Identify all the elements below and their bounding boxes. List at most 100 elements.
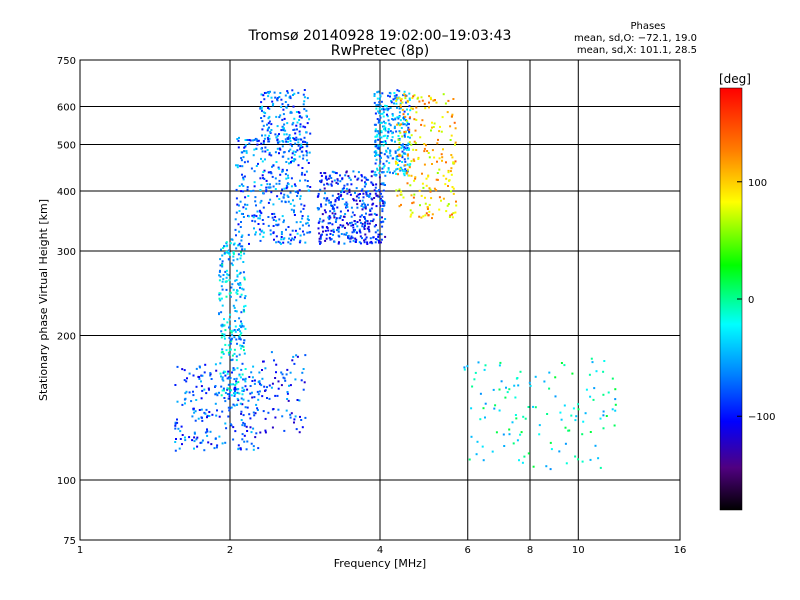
data-point: [341, 225, 344, 228]
data-point: [403, 93, 406, 96]
data-point: [373, 95, 376, 97]
data-point: [240, 190, 243, 193]
data-point: [442, 148, 444, 151]
data-point: [239, 257, 242, 260]
data-point: [204, 363, 207, 366]
data-point: [225, 288, 228, 291]
data-point: [381, 210, 384, 213]
data-point: [275, 136, 278, 139]
data-point: [232, 251, 235, 254]
data-point: [240, 322, 243, 325]
data-point: [278, 218, 281, 221]
data-point: [222, 247, 225, 249]
data-point: [261, 160, 264, 163]
data-point: [374, 231, 377, 234]
data-point: [394, 151, 397, 154]
data-point: [221, 263, 224, 266]
data-point: [431, 163, 433, 165]
data-point: [327, 177, 330, 180]
data-point: [274, 188, 277, 190]
data-point: [412, 95, 415, 98]
data-point: [267, 138, 270, 141]
data-point: [325, 233, 328, 236]
data-point: [220, 394, 223, 397]
data-point: [242, 345, 245, 348]
data-point: [244, 196, 247, 199]
data-point: [419, 204, 421, 207]
data-point: [402, 94, 405, 97]
data-point: [206, 428, 208, 431]
data-point: [236, 403, 239, 406]
data-point: [234, 390, 236, 393]
data-point: [400, 193, 403, 196]
data-point: [204, 431, 207, 434]
data-point: [274, 177, 277, 180]
data-point: [236, 275, 239, 278]
data-point: [298, 189, 301, 192]
data-point: [278, 198, 281, 200]
data-point: [227, 258, 230, 261]
data-point: [292, 94, 294, 96]
data-point: [354, 175, 357, 178]
data-point: [293, 421, 295, 424]
data-point: [300, 419, 303, 421]
data-point: [279, 173, 282, 176]
data-point: [330, 183, 333, 186]
data-point: [368, 222, 371, 225]
data-point: [343, 191, 346, 193]
data-point: [259, 233, 262, 236]
data-point: [328, 218, 331, 221]
data-point: [306, 185, 309, 188]
data-point: [380, 238, 383, 241]
data-point: [339, 195, 342, 198]
data-point: [339, 224, 342, 227]
data-point: [379, 216, 382, 219]
data-point: [436, 160, 438, 163]
data-point: [393, 92, 396, 94]
data-point: [402, 172, 405, 175]
data-point: [320, 174, 323, 177]
data-point: [390, 101, 393, 104]
data-point: [249, 392, 252, 395]
data-point: [236, 166, 239, 169]
data-point: [384, 134, 387, 137]
data-point: [257, 162, 259, 165]
data-point: [327, 222, 330, 225]
data-point: [223, 337, 226, 340]
data-point: [382, 166, 385, 169]
data-point: [520, 431, 523, 434]
data-point: [399, 166, 402, 169]
data-point: [560, 418, 563, 421]
data-point: [367, 225, 370, 228]
data-point: [289, 140, 292, 142]
data-point: [293, 158, 296, 160]
data-point: [262, 141, 265, 144]
data-point: [261, 120, 264, 123]
data-point: [272, 218, 275, 221]
data-point: [283, 377, 286, 380]
data-point: [595, 370, 598, 373]
data-point: [379, 144, 382, 147]
data-point: [371, 182, 374, 185]
data-point: [191, 415, 194, 418]
data-point: [493, 407, 496, 410]
data-point: [374, 162, 377, 165]
data-point: [203, 449, 206, 452]
data-point: [274, 96, 277, 99]
data-point: [232, 255, 235, 258]
data-point: [445, 177, 448, 180]
data-point: [284, 138, 287, 141]
data-point: [230, 383, 233, 386]
data-point: [401, 156, 404, 159]
data-point: [345, 201, 348, 204]
data-point: [332, 233, 334, 236]
data-point: [377, 90, 380, 93]
data-point: [258, 217, 261, 220]
data-point: [237, 282, 240, 285]
data-point: [282, 129, 285, 132]
data-point: [184, 436, 186, 439]
data-point: [409, 116, 411, 119]
data-point: [254, 137, 257, 140]
data-point: [393, 170, 396, 173]
data-point: [412, 196, 415, 199]
